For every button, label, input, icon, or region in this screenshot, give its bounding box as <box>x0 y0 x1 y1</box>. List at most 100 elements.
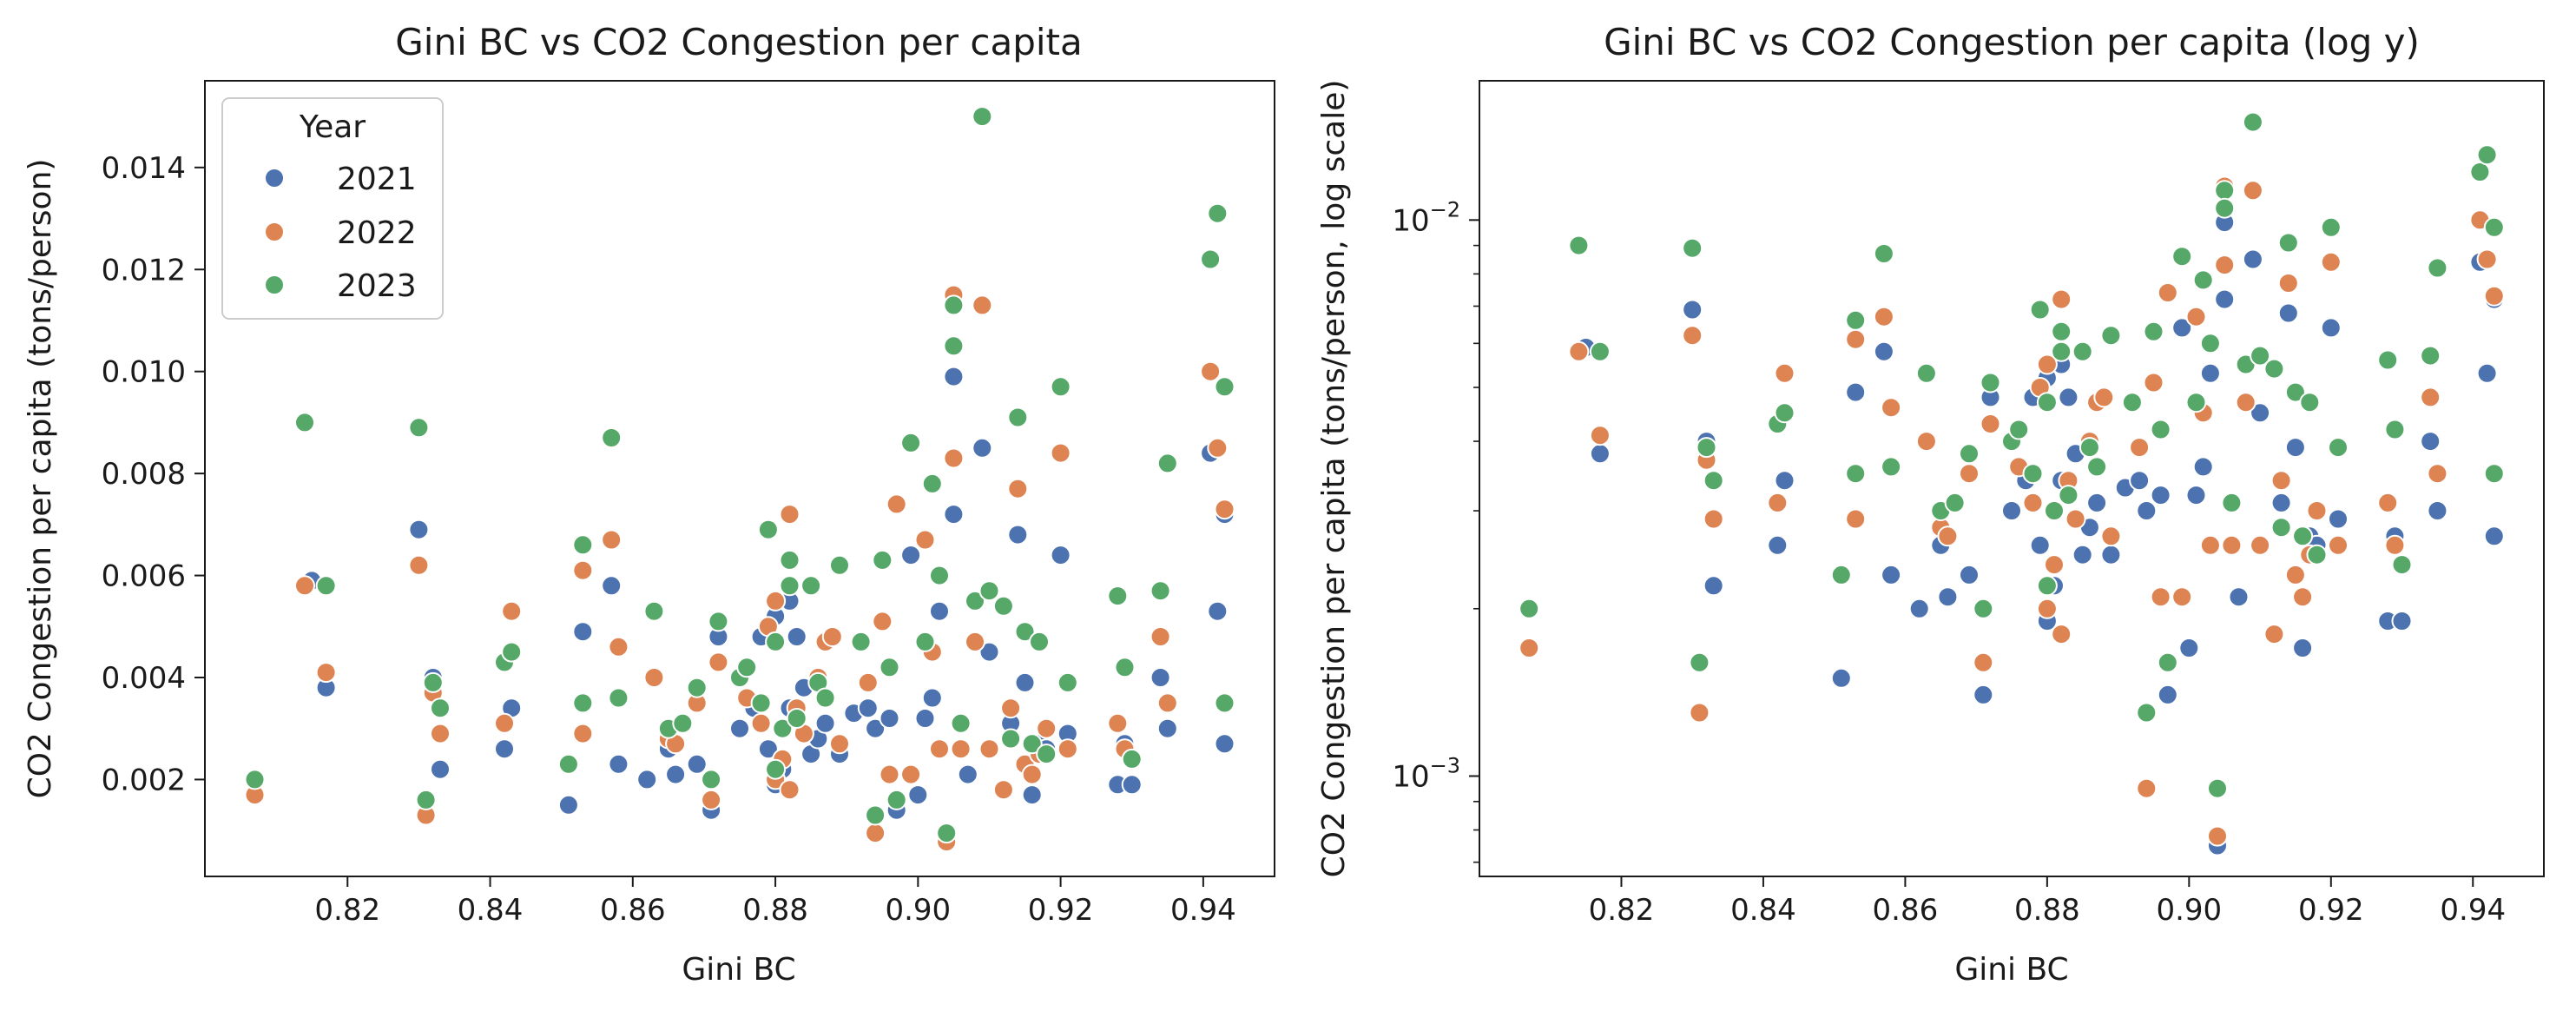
point-2023-10 <box>572 534 594 556</box>
point-2023-41 <box>2192 269 2214 291</box>
point-2021-48 <box>972 437 993 459</box>
point-2022-54 <box>1021 764 1043 785</box>
point-2021-7 <box>1830 667 1852 689</box>
point-2022-32 <box>821 626 843 647</box>
point-2022-13 <box>643 667 665 688</box>
point-2022-6 <box>1703 508 1724 530</box>
point-2022-65 <box>2483 285 2505 307</box>
y-tick-label: 0.004 <box>102 661 186 696</box>
right-y-axis-label: CO2 Congestion per capita (tons/person, … <box>1316 80 1352 878</box>
right-panel: Gini BC vs CO2 Congestion per capita (lo… <box>1316 21 2545 988</box>
point-2023-65 <box>2476 144 2498 166</box>
point-2023-27 <box>2051 321 2072 342</box>
point-2022-53 <box>2284 564 2306 585</box>
left-x-axis-label: Gini BC <box>682 952 795 988</box>
point-2023-28 <box>2051 340 2072 362</box>
point-2023-39 <box>900 432 922 453</box>
point-2022-59 <box>2377 492 2399 513</box>
point-2023-14 <box>1915 362 1937 384</box>
point-2022-40 <box>914 529 936 551</box>
point-2023-67 <box>2483 463 2505 485</box>
point-2021-39 <box>2178 638 2200 658</box>
point-2022-58 <box>2328 534 2349 556</box>
point-2022-37 <box>879 764 900 785</box>
point-2023-4 <box>415 789 437 810</box>
point-2022-12 <box>608 636 629 658</box>
point-2021-34 <box>2129 470 2151 492</box>
point-2023-49 <box>978 580 1000 602</box>
legend-title: Year <box>299 109 366 145</box>
point-2022-40 <box>2185 306 2207 327</box>
point-2022-8 <box>501 600 523 622</box>
legend-label-2021: 2021 <box>337 162 417 197</box>
point-2023-6 <box>1703 470 1724 492</box>
point-2022-2 <box>315 662 337 684</box>
point-2022-18 <box>708 651 729 673</box>
point-2021-11 <box>636 769 658 790</box>
point-2022-11 <box>601 529 623 551</box>
legend: Year 2021 2022 2023 <box>221 97 444 320</box>
left-y-axis-label: CO2 Congestion per capita (tons/person) <box>23 159 58 799</box>
point-2022-1 <box>294 575 315 597</box>
point-2021-54 <box>1021 784 1043 806</box>
point-2023-39 <box>2171 246 2193 268</box>
point-2021-11 <box>1908 598 1930 619</box>
point-2021-65 <box>1207 600 1229 622</box>
point-2022-38 <box>2157 282 2178 303</box>
point-2022-9 <box>572 559 594 581</box>
point-2022-49 <box>978 738 1000 760</box>
point-2023-25 <box>2036 575 2058 597</box>
point-2022-21 <box>2022 492 2044 513</box>
point-2023-16 <box>1944 492 1966 513</box>
point-2022-46 <box>950 738 972 760</box>
point-2023-5 <box>1696 437 1717 459</box>
point-2022-47 <box>2235 392 2256 413</box>
point-2022-44 <box>943 447 965 469</box>
point-2022-51 <box>2270 470 2292 492</box>
point-2023-22 <box>750 692 772 714</box>
point-2023-31 <box>2079 437 2100 459</box>
point-2023-14 <box>643 600 665 622</box>
point-2023-55 <box>1029 631 1050 652</box>
point-2023-0 <box>1519 598 1540 619</box>
point-2023-50 <box>992 595 1014 617</box>
point-2023-17 <box>1959 443 1980 465</box>
x-tick-label: 0.84 <box>458 893 524 928</box>
point-2023-23 <box>2029 299 2051 321</box>
point-2022-49 <box>2250 534 2271 556</box>
point-2022-35 <box>2136 777 2158 799</box>
point-2023-23 <box>757 519 779 540</box>
point-2023-36 <box>2143 321 2164 342</box>
point-2021-8 <box>572 621 594 643</box>
point-2021-13 <box>665 764 687 785</box>
point-2023-29 <box>786 708 807 729</box>
point-2023-10 <box>1845 309 1867 331</box>
point-2021-51 <box>2270 492 2292 513</box>
point-2022-61 <box>2420 387 2441 408</box>
point-2022-42 <box>2199 534 2221 556</box>
point-2021-2 <box>408 519 430 540</box>
point-2022-62 <box>1156 692 1178 714</box>
point-2023-47 <box>965 590 985 611</box>
point-2023-9 <box>557 753 579 775</box>
point-2022-39 <box>900 764 922 785</box>
point-2022-27 <box>779 779 800 801</box>
point-2023-35 <box>2136 702 2158 724</box>
point-2023-59 <box>2377 349 2399 371</box>
y-tick-label: 0.014 <box>102 151 186 186</box>
point-2021-8 <box>1845 381 1867 403</box>
x-tick-label: 0.92 <box>1028 893 1094 928</box>
point-2023-32 <box>814 687 836 709</box>
point-2021-26 <box>2058 387 2079 408</box>
point-2022-17 <box>1973 651 1994 673</box>
point-2021-5 <box>1767 534 1789 556</box>
point-2021-17 <box>2001 500 2022 521</box>
point-2023-58 <box>1057 671 1078 693</box>
point-2021-66 <box>2483 526 2505 547</box>
point-2023-64 <box>1200 248 1222 270</box>
point-2022-52 <box>1007 478 1029 499</box>
left-axis-ticks: 0.82 0.84 0.86 0.88 0.90 0.92 0.94 0.002 0.004 0.… <box>102 151 1236 928</box>
point-2022-26 <box>2051 288 2072 310</box>
